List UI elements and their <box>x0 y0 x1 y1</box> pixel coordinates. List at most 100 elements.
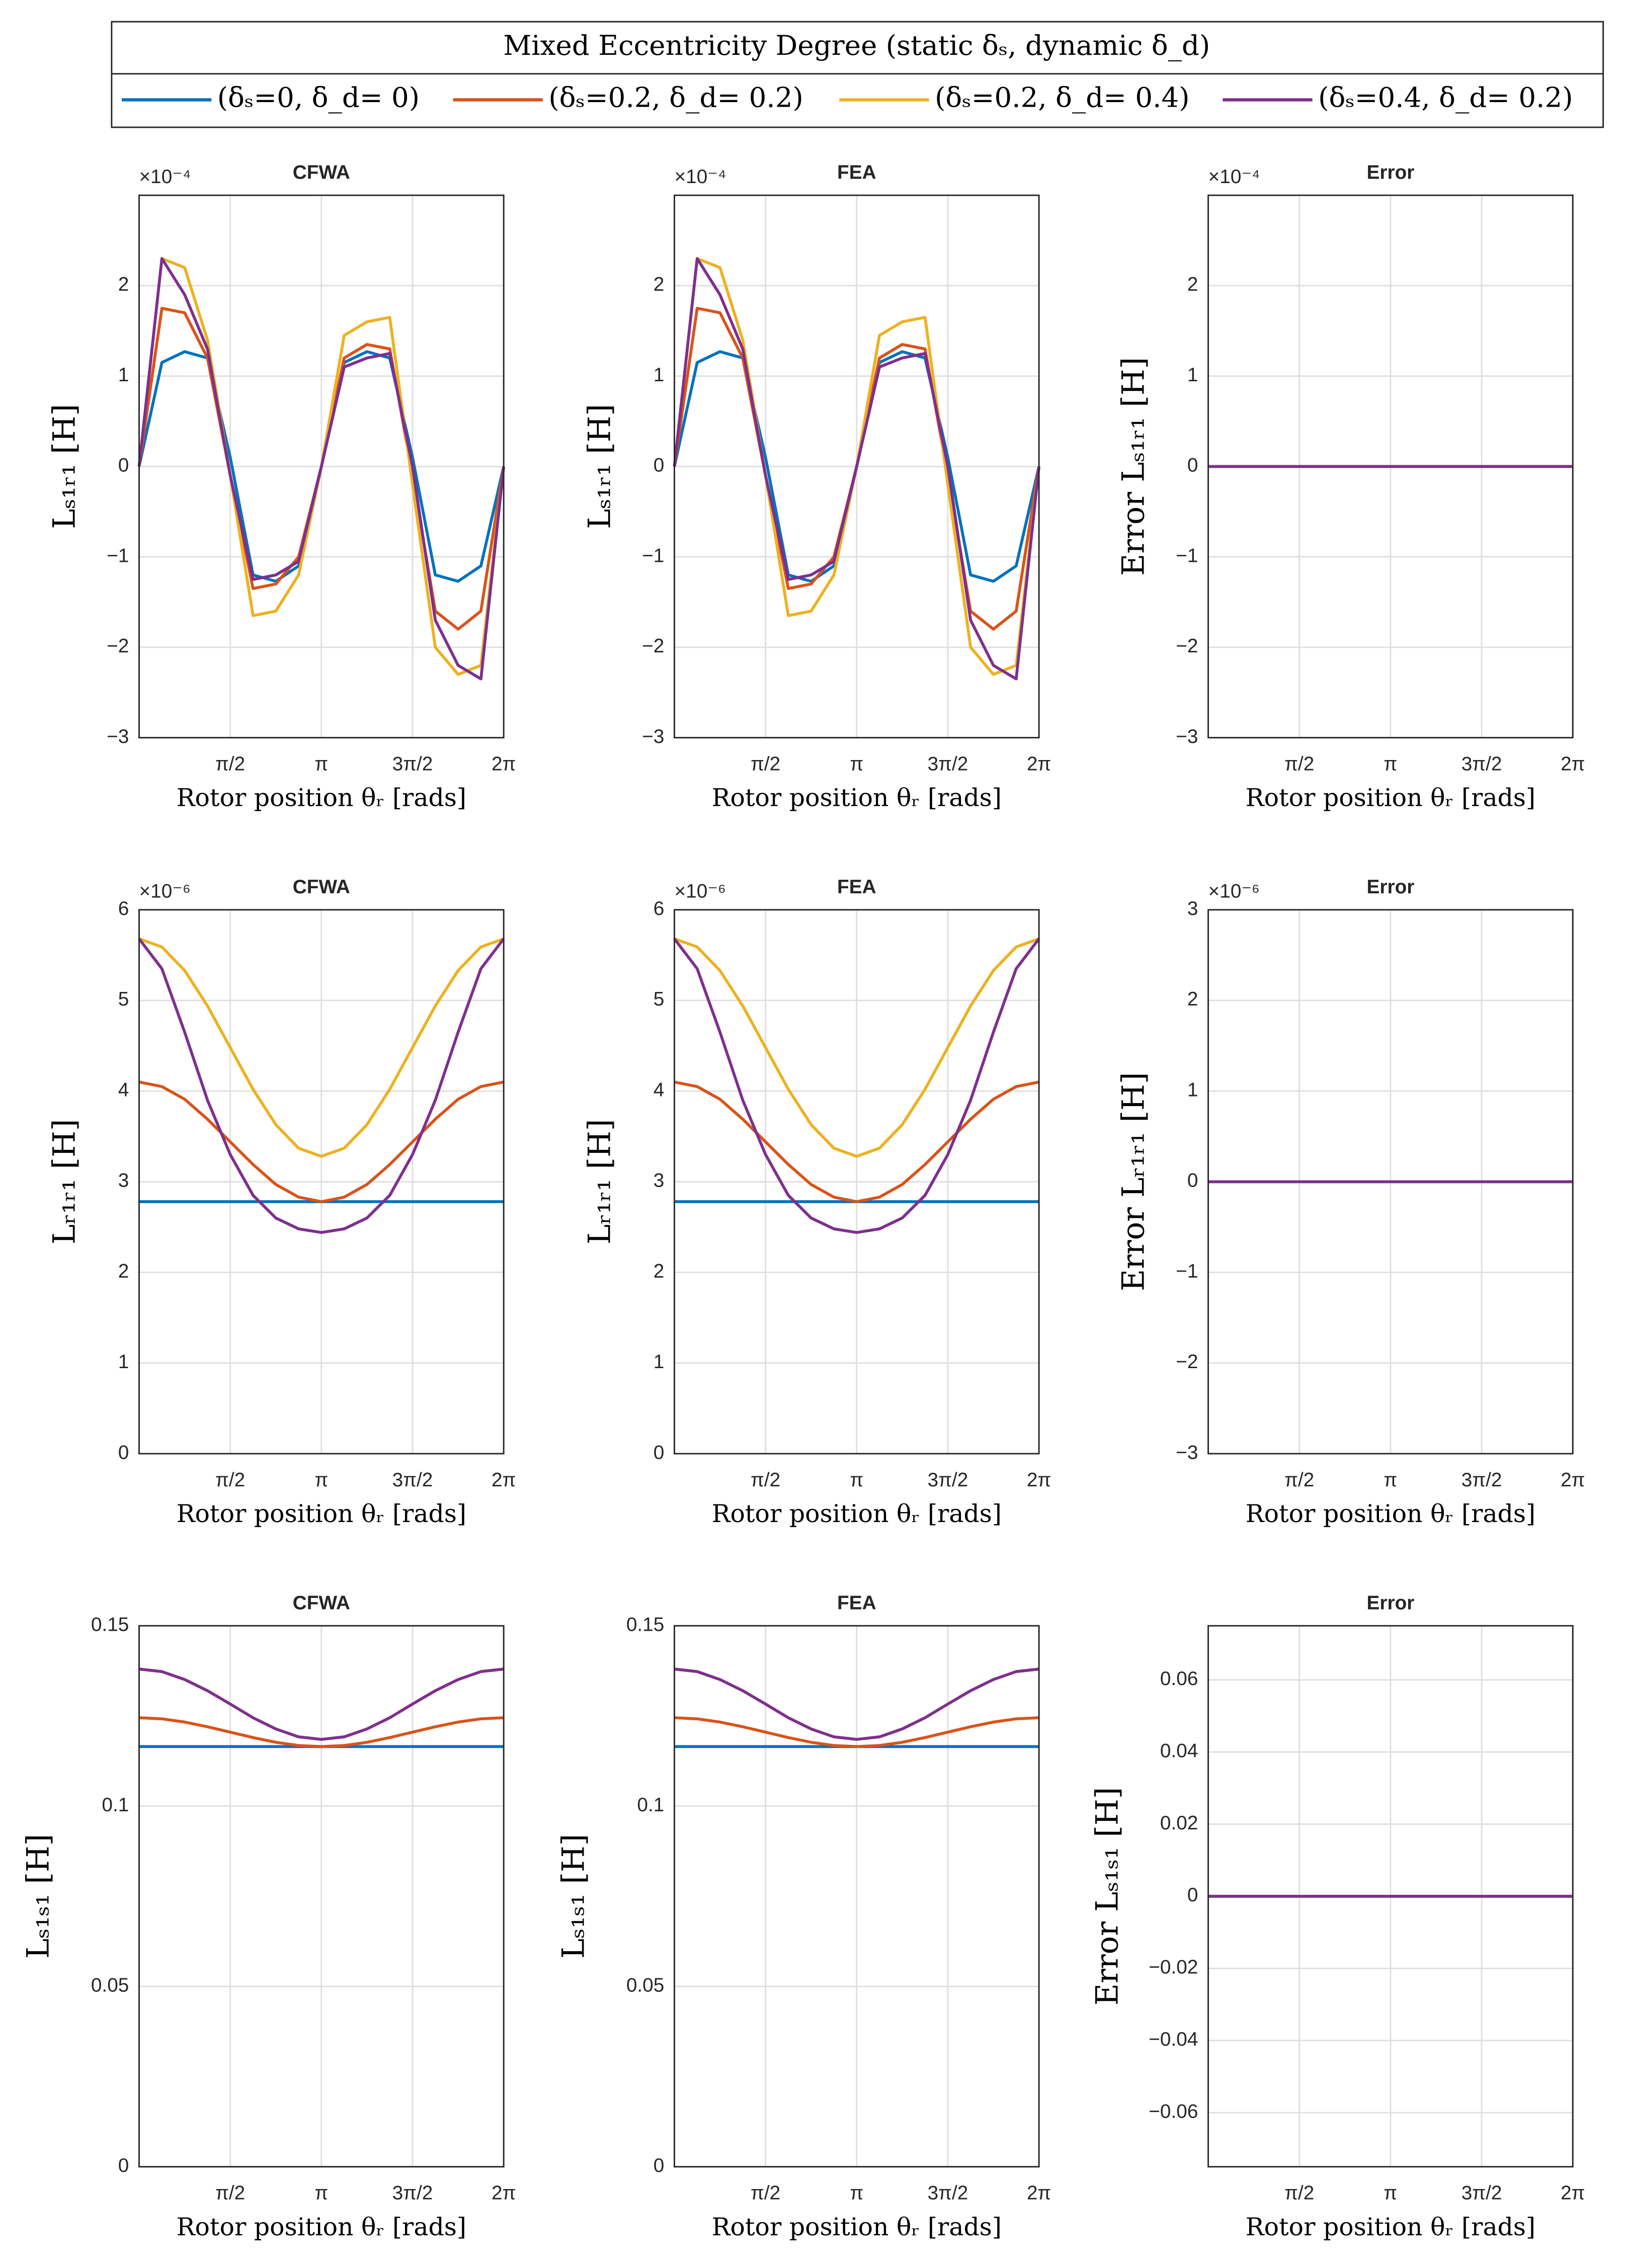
y-tick-label: −0.04 <box>1149 2029 1198 2050</box>
x-tick-label: π/2 <box>751 753 780 775</box>
y-tick-label: 0 <box>1187 455 1198 476</box>
axes-box <box>674 909 1040 1455</box>
series-line <box>674 937 1040 1158</box>
x-tick-label: π <box>1384 2182 1398 2204</box>
x-tick-label: 3π/2 <box>928 1469 968 1491</box>
x-tick-label: π <box>314 753 328 775</box>
y-tick-label: 2 <box>1187 988 1198 1010</box>
y-tick-label: 3 <box>118 1170 129 1192</box>
y-tick-label: −2 <box>642 635 664 657</box>
x-axis-label: Rotor position θᵣ [rads] <box>1246 1499 1535 1528</box>
legend-label: (δₛ=0, δ_d= 0) <box>217 81 420 113</box>
chart-title: Error <box>1366 161 1414 183</box>
y-tick-label: −1 <box>642 545 664 566</box>
legend-title: Mixed Eccentricity Degree (static δₛ, dy… <box>503 29 1210 61</box>
y-tick-label: 5 <box>118 988 129 1010</box>
y-tick-label: 1 <box>1187 364 1198 386</box>
x-tick-label: π/2 <box>751 1469 780 1491</box>
series-line <box>138 938 505 1234</box>
y-tick-label: 2 <box>654 274 665 295</box>
axes-box <box>1207 194 1574 739</box>
y-axis-label: Lᵣ₁ᵣ₁ [H] <box>47 1119 82 1244</box>
series-line <box>674 1716 1039 1748</box>
y-tick-label: 1 <box>118 1351 129 1373</box>
y-tick-label: 1 <box>1187 1079 1198 1101</box>
x-tick-label: π <box>850 1469 863 1491</box>
y-tick-label: −0.06 <box>1149 2101 1198 2122</box>
y-exponent: ×10⁻⁶ <box>139 881 191 902</box>
y-tick-label: 0 <box>118 455 129 476</box>
x-axis-label: Rotor position θᵣ [rads] <box>177 2213 466 2241</box>
x-tick-label: π <box>850 2182 863 2204</box>
y-tick-label: 4 <box>118 1079 129 1101</box>
series-line <box>674 1667 1039 1741</box>
y-exponent: ×10⁻⁴ <box>1208 166 1260 188</box>
chart-title: FEA <box>837 161 876 183</box>
y-tick-label: 0 <box>118 1442 129 1463</box>
x-tick-label: 3π/2 <box>1461 2182 1502 2204</box>
y-tick-label: −3 <box>1176 726 1198 747</box>
y-tick-label: 1 <box>118 364 129 386</box>
x-tick-label: 2π <box>1027 2182 1051 2204</box>
x-tick-label: π <box>850 753 863 775</box>
y-tick-label: 0 <box>1187 1884 1198 1906</box>
y-exponent: ×10⁻⁴ <box>139 166 191 188</box>
y-tick-label: 0.05 <box>91 1974 129 1996</box>
y-tick-label: 0.15 <box>626 1614 665 1635</box>
x-axis-label: Rotor position θᵣ [rads] <box>712 784 1002 812</box>
y-axis-label: Lₛ₁ₛ₁ [H] <box>556 1834 592 1959</box>
y-tick-label: 0.05 <box>626 1974 665 1996</box>
y-tick-label: 6 <box>118 898 129 919</box>
y-axis-label: Lₛ₁ᵣ₁ [H] <box>47 404 82 529</box>
y-tick-label: 0.04 <box>1160 1740 1198 1761</box>
y-tick-label: −1 <box>1176 1261 1198 1282</box>
y-exponent: ×10⁻⁴ <box>675 166 726 188</box>
series-line <box>139 1667 504 1741</box>
chart-title: CFWA <box>293 1592 350 1614</box>
axes-box <box>138 194 505 739</box>
x-tick-label: 3π/2 <box>928 753 968 775</box>
y-axis-label: Lᵣ₁ᵣ₁ [H] <box>582 1119 617 1244</box>
x-tick-label: π/2 <box>1284 753 1314 775</box>
chart-title: FEA <box>837 1592 876 1614</box>
series-line <box>674 1080 1039 1203</box>
x-tick-label: π <box>1384 753 1398 775</box>
y-tick-label: 0 <box>1187 1170 1198 1192</box>
x-axis-label: Rotor position θᵣ [rads] <box>712 1499 1002 1528</box>
y-tick-label: −3 <box>642 726 664 747</box>
axes-box <box>674 194 1040 739</box>
series-line <box>138 1080 504 1203</box>
series-line <box>138 937 505 1158</box>
y-tick-label: −1 <box>1176 545 1198 566</box>
x-tick-label: π/2 <box>1284 2182 1314 2204</box>
series-line <box>673 257 1041 681</box>
x-tick-label: π <box>314 2182 328 2204</box>
series-line <box>137 257 506 681</box>
y-tick-label: 0.06 <box>1160 1668 1198 1690</box>
series-line <box>139 1716 504 1748</box>
y-tick-label: 0 <box>654 1442 665 1463</box>
x-axis-label: Rotor position θᵣ [rads] <box>177 1499 466 1528</box>
y-tick-label: 0 <box>654 455 665 476</box>
chart-title: CFWA <box>293 876 350 898</box>
y-tick-label: 0.02 <box>1160 1812 1198 1834</box>
y-tick-label: 2 <box>654 1261 665 1282</box>
x-tick-label: π/2 <box>751 2182 780 2204</box>
y-axis-label: Error Lᵣ₁ᵣ₁ [H] <box>1116 1072 1151 1292</box>
x-tick-label: 3π/2 <box>1461 1469 1502 1491</box>
y-tick-label: 2 <box>118 274 129 295</box>
y-tick-label: 1 <box>654 364 665 386</box>
x-tick-label: 2π <box>1561 753 1585 775</box>
axes-box <box>1207 1625 1574 2168</box>
y-tick-label: −2 <box>107 635 129 657</box>
x-tick-label: 2π <box>1027 753 1051 775</box>
x-tick-label: 2π <box>492 2182 516 2204</box>
x-axis-label: Rotor position θᵣ [rads] <box>1246 2213 1535 2241</box>
y-exponent: ×10⁻⁶ <box>1208 881 1260 902</box>
x-tick-label: π/2 <box>215 1469 245 1491</box>
y-tick-label: 0.1 <box>102 1794 129 1816</box>
x-tick-label: 2π <box>492 1469 516 1491</box>
axes-box <box>138 1625 505 2168</box>
y-tick-label: 4 <box>654 1079 665 1101</box>
